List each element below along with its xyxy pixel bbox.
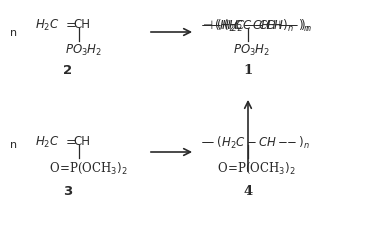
- Text: $=$: $=$: [63, 134, 77, 146]
- Text: CH: CH: [73, 18, 90, 31]
- Text: O$\!=\!$P(OCH$_3)_2$: O$\!=\!$P(OCH$_3)_2$: [49, 160, 128, 175]
- Text: $PO_3H_2$: $PO_3H_2$: [65, 43, 102, 58]
- Text: $PO_3H_2$: $PO_3H_2$: [233, 43, 270, 58]
- Text: CH: CH: [73, 134, 90, 147]
- Text: 1: 1: [243, 64, 253, 77]
- Text: 4: 4: [243, 184, 253, 197]
- Text: n: n: [10, 139, 17, 149]
- Text: $\mathsf{-\!\!\!-}(H_2C-CH\mathsf{-\!\!\!-})_n$: $\mathsf{-\!\!\!-}(H_2C-CH\mathsf{-\!\!\…: [205, 18, 312, 34]
- Text: $H_2C$: $H_2C$: [35, 134, 60, 149]
- Text: 3: 3: [63, 184, 73, 197]
- Text: $=$: $=$: [63, 17, 77, 30]
- Text: $-\!\!\!\!-(H_2C-CH-\!\!\!-)_n$: $-\!\!\!\!-(H_2C-CH-\!\!\!-)_n$: [200, 18, 310, 34]
- Text: $H_2C$: $H_2C$: [35, 18, 60, 33]
- Text: $-\!\!\!\!-(H_2C-CH-\!\!\!-)_n$: $-\!\!\!\!-(H_2C-CH-\!\!\!-)_n$: [200, 134, 310, 150]
- Text: O$\!=\!$P(OCH$_3)_2$: O$\!=\!$P(OCH$_3)_2$: [217, 160, 295, 175]
- Text: $\dashv(H_2C\!-\!CH\!\dashv)_n$: $\dashv(H_2C\!-\!CH\!\dashv)_n$: [200, 18, 294, 34]
- Text: 2: 2: [64, 64, 72, 77]
- Text: n: n: [10, 28, 17, 38]
